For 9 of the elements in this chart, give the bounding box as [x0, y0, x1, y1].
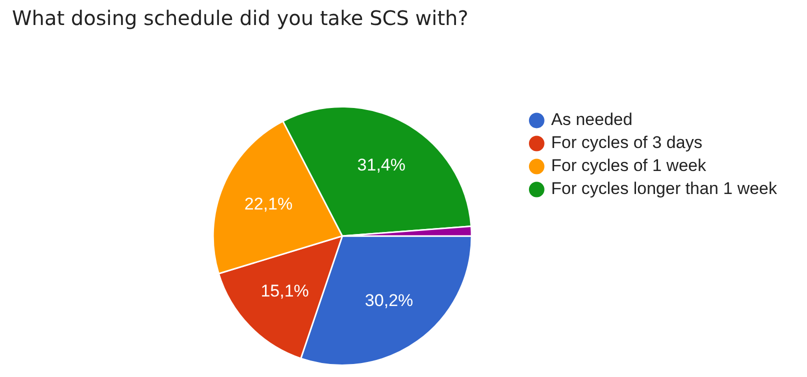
data-label: 15,1% — [260, 281, 309, 300]
legend-label: For cycles of 1 week — [551, 156, 707, 176]
legend-label: For cycles longer than 1 week — [551, 179, 778, 198]
legend-label: As needed — [551, 110, 632, 130]
legend-label: For cycles of 3 days — [551, 133, 702, 152]
data-label: 30,2% — [364, 290, 414, 310]
data-label: 22,1% — [244, 194, 293, 214]
chart-title: What dosing schedule did you take SCS with? — [12, 6, 468, 30]
data-label: 31,4% — [357, 156, 406, 175]
